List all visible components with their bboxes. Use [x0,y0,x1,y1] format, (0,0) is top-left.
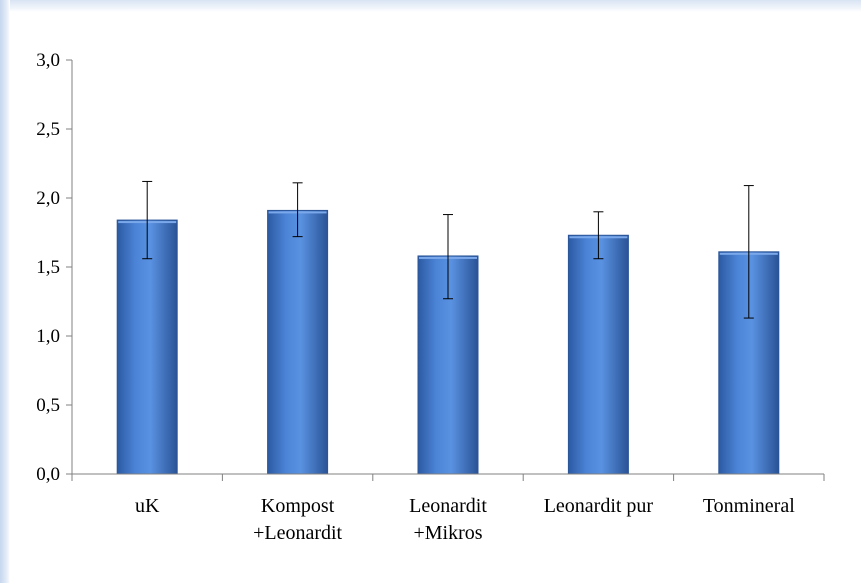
x-category-label: Leonardit [409,495,487,517]
bar [267,209,329,475]
x-category-label: Tonmineral [703,495,795,517]
x-category-label: +Leonardit [253,522,342,544]
y-tick-label: 0,5 [36,395,60,416]
y-tick-label: 1,0 [36,326,60,347]
y-tick-label: 0,0 [36,464,60,485]
error-bars-layer [142,180,754,319]
y-ticks-layer: 3,0 2,5 2,0 1,5 1,0 0,5 0,0 [36,50,825,485]
x-labels-layer: uK Kompost +Leonardit Leonardit +Mikros Leona… [135,495,795,544]
x-category-label: +Mikros [413,522,482,544]
bar [567,234,629,475]
y-tick-label: 3,0 [36,50,60,71]
y-tick-label: 2,0 [36,188,60,209]
x-category-label: Leonardit pur [544,495,654,517]
bar [116,219,178,475]
y-tick-label: 1,5 [36,257,60,278]
frame-left-shade [0,0,10,583]
x-category-label: Kompost [261,495,335,517]
y-tick-label: 2,5 [36,119,60,140]
frame-top-shade [0,0,861,12]
x-category-label: uK [135,495,160,517]
